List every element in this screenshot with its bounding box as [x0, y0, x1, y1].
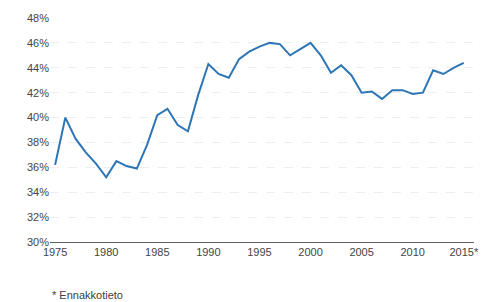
svg-text:32%: 32% [27, 211, 49, 223]
svg-text:1975: 1975 [43, 246, 67, 258]
svg-text:2010: 2010 [400, 246, 424, 258]
svg-text:36%: 36% [27, 161, 49, 173]
svg-text:44%: 44% [27, 62, 49, 74]
svg-text:1985: 1985 [145, 246, 169, 258]
svg-text:2015*: 2015* [449, 246, 478, 258]
svg-text:34%: 34% [27, 186, 49, 198]
svg-text:2000: 2000 [298, 246, 322, 258]
svg-text:1980: 1980 [94, 246, 118, 258]
svg-text:48%: 48% [27, 12, 49, 24]
svg-text:42%: 42% [27, 87, 49, 99]
svg-text:* Ennakkotieto: * Ennakkotieto [52, 289, 123, 301]
svg-text:46%: 46% [27, 37, 49, 49]
svg-text:2005: 2005 [349, 246, 373, 258]
svg-text:1995: 1995 [247, 246, 271, 258]
svg-text:38%: 38% [27, 136, 49, 148]
svg-text:1990: 1990 [196, 246, 220, 258]
svg-text:40%: 40% [27, 111, 49, 123]
svg-text:30%: 30% [27, 236, 49, 248]
